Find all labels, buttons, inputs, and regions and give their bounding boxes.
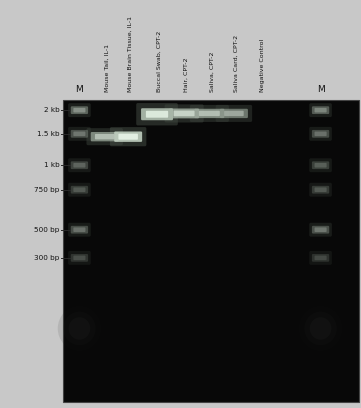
FancyBboxPatch shape	[314, 227, 327, 232]
FancyBboxPatch shape	[73, 163, 86, 168]
FancyBboxPatch shape	[141, 108, 173, 120]
FancyBboxPatch shape	[114, 131, 142, 142]
FancyBboxPatch shape	[68, 127, 91, 141]
Ellipse shape	[58, 306, 101, 351]
Ellipse shape	[304, 312, 337, 345]
FancyBboxPatch shape	[312, 106, 329, 114]
Ellipse shape	[310, 317, 331, 339]
FancyBboxPatch shape	[71, 186, 88, 193]
FancyBboxPatch shape	[314, 255, 327, 260]
FancyBboxPatch shape	[73, 131, 86, 136]
FancyBboxPatch shape	[71, 161, 88, 169]
FancyBboxPatch shape	[73, 255, 86, 260]
FancyBboxPatch shape	[110, 127, 146, 146]
FancyBboxPatch shape	[73, 227, 86, 232]
FancyBboxPatch shape	[174, 111, 195, 116]
FancyBboxPatch shape	[199, 111, 220, 116]
FancyBboxPatch shape	[73, 108, 86, 113]
FancyBboxPatch shape	[194, 109, 224, 118]
Text: 500 bp: 500 bp	[34, 227, 60, 233]
Text: 300 bp: 300 bp	[34, 255, 60, 261]
FancyBboxPatch shape	[68, 251, 91, 265]
FancyBboxPatch shape	[220, 109, 248, 118]
Ellipse shape	[63, 312, 96, 345]
FancyBboxPatch shape	[71, 106, 88, 114]
FancyBboxPatch shape	[71, 254, 88, 262]
FancyBboxPatch shape	[91, 132, 119, 141]
FancyBboxPatch shape	[309, 158, 332, 172]
FancyBboxPatch shape	[312, 226, 329, 233]
FancyBboxPatch shape	[309, 127, 332, 141]
FancyBboxPatch shape	[314, 108, 327, 113]
Text: Saliva, CPT-2: Saliva, CPT-2	[209, 51, 214, 92]
Text: Hair, CPT-2: Hair, CPT-2	[184, 57, 189, 92]
FancyBboxPatch shape	[312, 161, 329, 169]
FancyBboxPatch shape	[136, 103, 178, 125]
Ellipse shape	[299, 306, 342, 351]
Text: 750 bp: 750 bp	[34, 187, 60, 193]
Text: M: M	[75, 85, 83, 94]
FancyBboxPatch shape	[309, 251, 332, 265]
Text: 1 kb: 1 kb	[44, 162, 60, 168]
Text: Negative Control: Negative Control	[260, 38, 265, 92]
Text: Mouse Brain Tissue, IL-1: Mouse Brain Tissue, IL-1	[128, 16, 133, 92]
FancyBboxPatch shape	[68, 103, 91, 117]
FancyBboxPatch shape	[73, 187, 86, 192]
Bar	[63, 100, 359, 402]
Text: Saliva Card, CPT-2: Saliva Card, CPT-2	[234, 35, 239, 92]
FancyBboxPatch shape	[309, 103, 332, 117]
FancyBboxPatch shape	[190, 105, 229, 122]
FancyBboxPatch shape	[224, 111, 244, 116]
FancyBboxPatch shape	[169, 109, 199, 118]
FancyBboxPatch shape	[312, 254, 329, 262]
FancyBboxPatch shape	[165, 104, 204, 122]
FancyBboxPatch shape	[87, 128, 123, 145]
FancyBboxPatch shape	[309, 223, 332, 237]
FancyBboxPatch shape	[314, 187, 327, 192]
Ellipse shape	[69, 317, 90, 339]
Text: Buccal Swab, CPT-2: Buccal Swab, CPT-2	[157, 31, 162, 92]
FancyBboxPatch shape	[95, 134, 114, 140]
FancyBboxPatch shape	[68, 158, 91, 172]
FancyBboxPatch shape	[118, 134, 138, 140]
FancyBboxPatch shape	[146, 111, 168, 118]
FancyBboxPatch shape	[71, 130, 88, 138]
FancyBboxPatch shape	[314, 163, 327, 168]
Text: 1.5 kb: 1.5 kb	[37, 131, 60, 137]
FancyBboxPatch shape	[312, 130, 329, 138]
Text: 2 kb: 2 kb	[44, 107, 60, 113]
FancyBboxPatch shape	[314, 131, 327, 136]
FancyBboxPatch shape	[68, 183, 91, 197]
Text: Mouse Tail, IL-1: Mouse Tail, IL-1	[105, 44, 110, 92]
FancyBboxPatch shape	[312, 186, 329, 193]
FancyBboxPatch shape	[68, 223, 91, 237]
FancyBboxPatch shape	[71, 226, 88, 233]
Text: M: M	[317, 85, 325, 94]
FancyBboxPatch shape	[309, 183, 332, 197]
FancyBboxPatch shape	[216, 105, 252, 122]
